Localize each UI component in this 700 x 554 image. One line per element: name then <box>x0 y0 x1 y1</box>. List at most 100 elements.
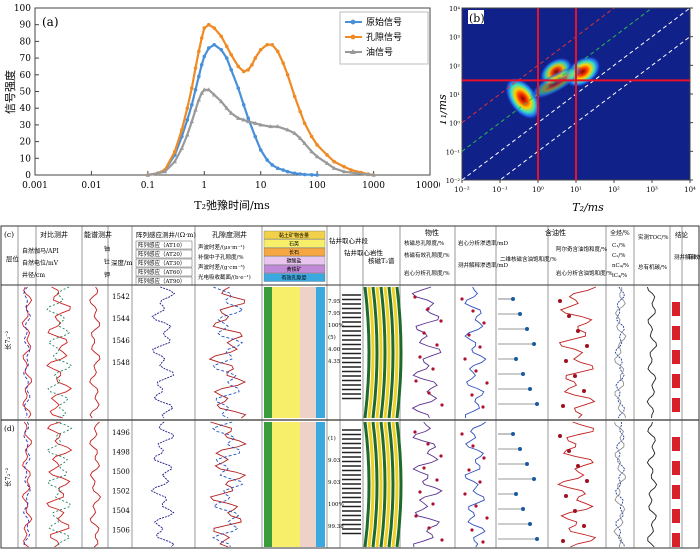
data-point <box>275 166 280 171</box>
sat-point <box>525 327 529 331</box>
y-tick-label: 10 <box>20 154 32 164</box>
hdr-sat-2d: 二维核磁含油饱和度/% <box>500 255 557 263</box>
sat-point <box>521 507 525 511</box>
archie-point <box>561 404 565 408</box>
data-point <box>189 119 194 124</box>
core-perm-point <box>481 540 485 544</box>
data-point <box>199 36 204 40</box>
reservoir-flag <box>672 374 680 388</box>
log-curve <box>46 286 73 419</box>
data-point <box>292 171 297 176</box>
data-point <box>371 172 376 177</box>
archie-point <box>561 539 565 543</box>
core-por-point <box>431 367 435 371</box>
hdr-toc-total: 总有机碳/% <box>638 263 667 271</box>
depth-label: 1500 <box>112 468 130 476</box>
data-point <box>314 154 320 159</box>
data-point <box>219 47 224 52</box>
legend-marker <box>350 49 356 54</box>
log-curve <box>614 286 627 419</box>
archie-point <box>582 389 586 393</box>
hdr-core-litho: 钻井取心岩性 <box>344 248 384 257</box>
legend-label: 孔隙信号 <box>366 31 402 43</box>
litho-legend-swatch <box>263 230 326 240</box>
archie-point <box>585 479 589 483</box>
sat-point <box>518 447 522 451</box>
res-curve-label: 阵列感应（AT90） <box>138 277 185 285</box>
depth-label: 1548 <box>112 359 130 367</box>
core-perm-point <box>478 480 482 484</box>
litho-carbonate-band <box>300 422 316 547</box>
nmr-t2-band <box>379 286 387 419</box>
log-curve <box>208 286 247 419</box>
litho-legend-label: 碳酸盐 <box>286 258 301 265</box>
legend-label: 原始信号 <box>366 16 402 28</box>
data-point <box>196 97 202 102</box>
log-curve <box>23 421 31 548</box>
legend-marker <box>350 19 356 25</box>
core-perm-point <box>467 333 471 337</box>
core-note: 4.00 <box>328 347 341 353</box>
res-curve-box <box>135 240 193 250</box>
nmr-t2-band <box>371 421 379 548</box>
data-point <box>341 169 347 174</box>
core-por-point <box>426 442 430 446</box>
nmr-t2-band <box>391 421 399 548</box>
nmr-t2-band <box>363 421 371 548</box>
core-perm-point <box>485 516 489 520</box>
data-point <box>185 106 190 110</box>
data-point <box>285 169 290 174</box>
data-point <box>275 49 280 54</box>
hdr-correlation: 对比测井 <box>40 230 68 239</box>
log-curve <box>89 286 101 419</box>
signal-bridge <box>529 65 583 100</box>
x-tick-label: 10⁻² <box>454 186 470 194</box>
data-point <box>202 87 207 92</box>
data-point <box>224 56 229 60</box>
data-point <box>236 64 241 69</box>
hdr-oil-bearing: 含油性 <box>545 228 566 237</box>
data-point <box>155 170 160 175</box>
sat-point <box>532 342 536 346</box>
hdr-array-res: 阵列感应测井/(Ω·m) <box>136 230 196 239</box>
nmr-t2-band <box>375 286 383 419</box>
hdr-u: 铀 <box>104 245 110 253</box>
data-point <box>145 172 151 177</box>
log-curve <box>464 421 487 548</box>
core-perm-point <box>463 357 467 361</box>
depth-label: 1496 <box>112 429 130 437</box>
data-point <box>246 67 250 72</box>
core-perm-point <box>460 432 464 436</box>
litho-clay-band <box>264 287 272 418</box>
y-tick-label: 60 <box>20 71 32 81</box>
log-frame <box>0 225 700 549</box>
sat-point <box>528 387 532 391</box>
archie-point <box>558 299 562 303</box>
core-note: (5) <box>328 334 336 341</box>
core-por-point <box>439 319 443 323</box>
core-por-point <box>426 307 430 311</box>
data-point <box>285 73 290 77</box>
hdr-cal: 井径/cm <box>22 271 45 279</box>
data-point <box>241 103 246 107</box>
litho-legend-swatch <box>263 273 326 282</box>
litho-legend-swatch <box>263 247 326 257</box>
core-perm-point <box>470 528 474 532</box>
hdr-archie: 阿尔奇含油饱和度/% <box>556 245 607 253</box>
data-point <box>197 49 201 54</box>
nmr-t2-band <box>391 286 399 419</box>
core-note: 7.95 <box>328 311 341 317</box>
well-log-svg: (c) 对比测井 能谱测井 层位 自然伽马/API 自然电位/mV 井径/cm … <box>0 225 700 549</box>
y-axis-label: 信号强度 <box>3 70 17 114</box>
reservoir-flag <box>672 326 680 340</box>
data-point <box>236 115 241 120</box>
hdr-physical: 物性 <box>425 228 439 237</box>
sat-point <box>521 372 525 376</box>
data-point <box>354 170 359 175</box>
core-por-point <box>431 502 435 506</box>
core-por-point <box>440 403 444 407</box>
data-point <box>229 110 234 115</box>
x-tick-label: 100 <box>309 181 326 191</box>
core-por-point <box>414 379 418 383</box>
